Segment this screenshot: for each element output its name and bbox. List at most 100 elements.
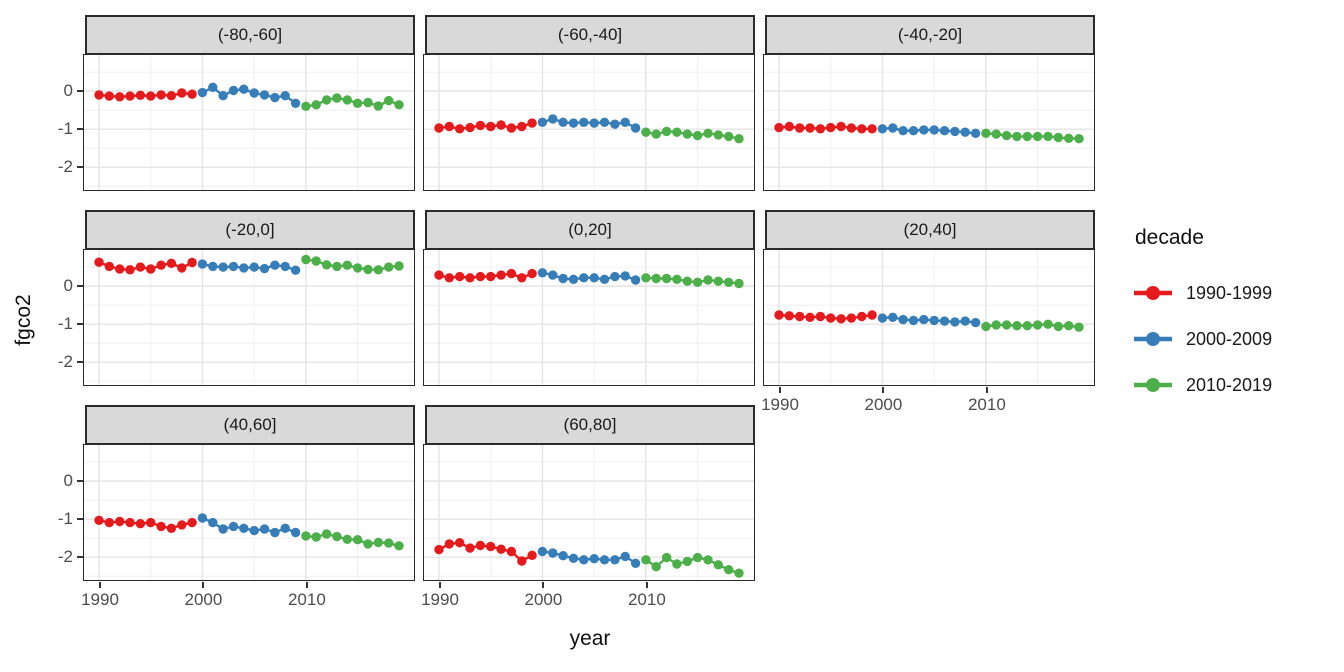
data-point bbox=[919, 314, 929, 325]
facet-panel bbox=[763, 249, 1096, 386]
data-point bbox=[476, 271, 486, 282]
data-point bbox=[651, 562, 662, 572]
x-axis-tick bbox=[305, 582, 308, 588]
data-point bbox=[867, 310, 878, 320]
data-point bbox=[465, 122, 476, 133]
data-point bbox=[805, 123, 816, 133]
data-point bbox=[734, 134, 745, 144]
data-point bbox=[291, 527, 301, 538]
y-axis-tick bbox=[77, 285, 83, 288]
data-point bbox=[774, 122, 785, 133]
data-point bbox=[343, 260, 353, 270]
x-axis-tick bbox=[99, 582, 101, 588]
data-point bbox=[641, 273, 652, 283]
data-point bbox=[486, 541, 496, 552]
data-point bbox=[517, 121, 527, 132]
data-point bbox=[94, 515, 105, 525]
legend-entries: 1990-1999 2000-2009 2010-2019 bbox=[1133, 270, 1272, 408]
data-point bbox=[156, 90, 167, 100]
x-axis-tick-label: 2010 bbox=[967, 395, 1006, 414]
data-point bbox=[353, 535, 363, 545]
data-point bbox=[878, 124, 888, 134]
data-point bbox=[384, 538, 394, 548]
data-point bbox=[857, 124, 867, 134]
facet-plot-area bbox=[424, 445, 755, 580]
data-point bbox=[167, 523, 177, 533]
data-point bbox=[724, 277, 734, 287]
data-point bbox=[260, 524, 270, 534]
data-point bbox=[589, 554, 600, 564]
data-point bbox=[517, 273, 527, 283]
facet-plot-area bbox=[424, 250, 755, 385]
data-point bbox=[600, 274, 610, 284]
data-point bbox=[672, 274, 683, 284]
data-point bbox=[332, 531, 343, 542]
legend-entry-label: 1990-1999 bbox=[1186, 282, 1273, 303]
data-point bbox=[1074, 322, 1085, 332]
data-point bbox=[434, 123, 445, 133]
y-axis-tick bbox=[77, 166, 83, 169]
data-point bbox=[805, 312, 816, 322]
data-point bbox=[136, 90, 146, 100]
data-point bbox=[1033, 320, 1043, 330]
data-point bbox=[229, 261, 239, 272]
data-point bbox=[589, 118, 600, 128]
data-point bbox=[177, 88, 187, 98]
series-line bbox=[779, 125, 873, 130]
data-point bbox=[507, 546, 517, 557]
data-point bbox=[198, 87, 208, 98]
data-point bbox=[785, 311, 795, 321]
facet-strip: (20,40] bbox=[765, 210, 1095, 250]
data-point bbox=[703, 275, 714, 285]
data-point bbox=[558, 551, 569, 561]
data-point bbox=[208, 261, 218, 272]
data-point bbox=[476, 120, 486, 131]
facet-plot-area bbox=[84, 250, 415, 385]
data-point bbox=[888, 312, 898, 322]
data-point bbox=[714, 130, 724, 140]
data-point bbox=[847, 313, 857, 323]
data-point bbox=[374, 265, 384, 275]
data-point bbox=[455, 271, 465, 282]
data-point bbox=[888, 123, 898, 133]
data-point bbox=[816, 311, 826, 322]
data-point bbox=[239, 263, 249, 273]
legend-title: decade bbox=[1135, 226, 1204, 249]
facet-plot-area bbox=[424, 55, 755, 190]
data-point bbox=[971, 128, 981, 138]
data-point bbox=[929, 315, 940, 326]
data-point bbox=[579, 117, 589, 127]
data-point bbox=[558, 273, 569, 284]
data-point bbox=[538, 268, 548, 278]
data-point bbox=[857, 311, 867, 322]
data-point bbox=[260, 263, 270, 274]
data-point bbox=[384, 262, 394, 272]
y-axis-tick bbox=[77, 480, 83, 483]
y-axis-title: fgco2 bbox=[12, 294, 35, 346]
data-point bbox=[156, 260, 167, 270]
data-point bbox=[198, 259, 208, 269]
data-point bbox=[878, 313, 888, 323]
data-point bbox=[167, 258, 177, 268]
data-point bbox=[280, 523, 291, 533]
series-line bbox=[646, 276, 740, 285]
y-axis-tick-label: 0 bbox=[63, 471, 73, 491]
series-line bbox=[306, 532, 400, 547]
data-point bbox=[445, 539, 455, 549]
legend-entry-label: 2000-2009 bbox=[1186, 328, 1273, 349]
data-point bbox=[105, 261, 115, 272]
x-axis-tick bbox=[542, 582, 545, 588]
data-point bbox=[363, 264, 374, 275]
data-point bbox=[363, 539, 374, 549]
data-point bbox=[507, 123, 517, 133]
data-point bbox=[384, 95, 394, 106]
data-point bbox=[548, 548, 558, 558]
data-point bbox=[146, 517, 156, 528]
data-point bbox=[1064, 321, 1074, 331]
x-axis-tick bbox=[882, 387, 885, 393]
data-point bbox=[1064, 133, 1074, 143]
data-point bbox=[486, 271, 496, 282]
data-point bbox=[322, 95, 332, 105]
data-point bbox=[517, 556, 527, 566]
data-point bbox=[187, 517, 198, 528]
